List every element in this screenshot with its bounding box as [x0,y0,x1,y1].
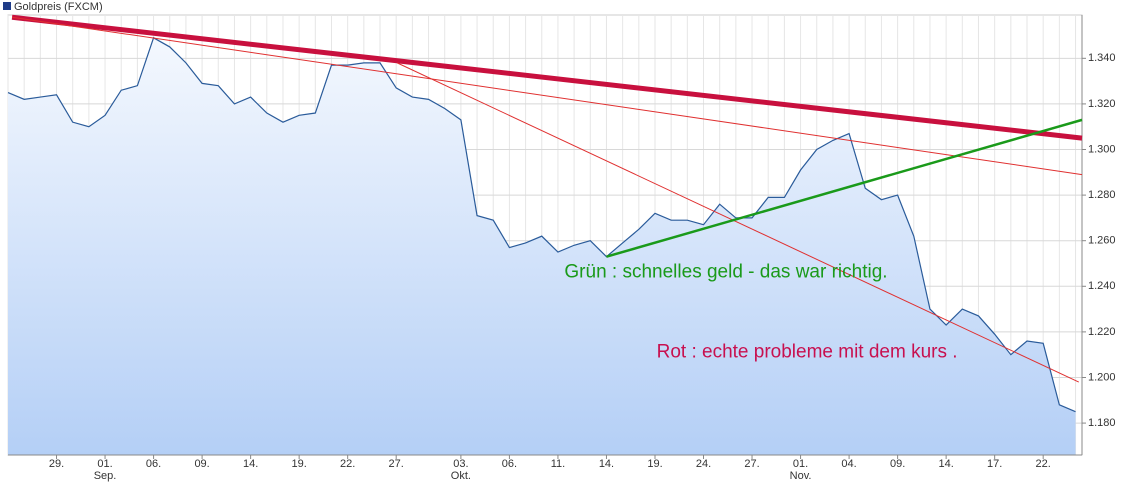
x-tick-label: 19. [647,458,662,470]
x-tick-label: 01. [97,458,112,470]
y-tick-label: 1.220 [1088,326,1116,338]
annotation: Rot : echte probleme mit dem kurs . [657,341,958,362]
x-tick-label: 14. [243,458,258,470]
y-tick-label: 1.280 [1088,189,1116,201]
x-tick-label: 22. [1036,458,1051,470]
x-tick-label: 06. [502,458,517,470]
x-tick-label: 29. [49,458,64,470]
month-label: Okt. [451,470,471,482]
x-tick-label: 22. [340,458,355,470]
x-tick-label: 09. [194,458,209,470]
x-tick-label: 27. [389,458,404,470]
y-tick-label: 1.320 [1088,98,1116,110]
x-tick-label: 06. [146,458,161,470]
x-tick-label: 24. [696,458,711,470]
y-tick-label: 1.300 [1088,143,1116,155]
trend-line [11,16,1083,176]
price-line [7,36,1076,413]
x-tick-label: 14. [938,458,953,470]
trend-line [396,62,1079,383]
area-fill [8,37,1076,456]
annotation: Grün : schnelles geld - das war richtig. [564,262,887,283]
legend-label: Goldpreis (FXCM) [14,1,103,13]
y-tick-label: 1.200 [1088,371,1116,383]
month-label: Nov. [790,470,812,482]
y-tick-label: 1.240 [1088,280,1116,292]
y-tick-label: 1.260 [1088,235,1116,247]
y-tick-label: 1.340 [1088,52,1116,64]
x-tick-label: 11. [551,458,565,470]
x-tick-label: 17. [987,458,1002,470]
legend-swatch [3,2,11,10]
x-tick-label: 14. [599,458,614,470]
x-tick-label: 03. [453,458,468,470]
x-tick-label: 19. [291,458,306,470]
y-tick-label: 1.180 [1088,417,1116,429]
x-tick-label: 04. [841,458,856,470]
trend-line [606,118,1083,258]
trend-line [11,14,1083,141]
x-tick-label: 01. [793,458,808,470]
month-label: Sep. [94,470,117,482]
x-tick-label: 09. [890,458,905,470]
x-tick-label: 27. [744,458,759,470]
